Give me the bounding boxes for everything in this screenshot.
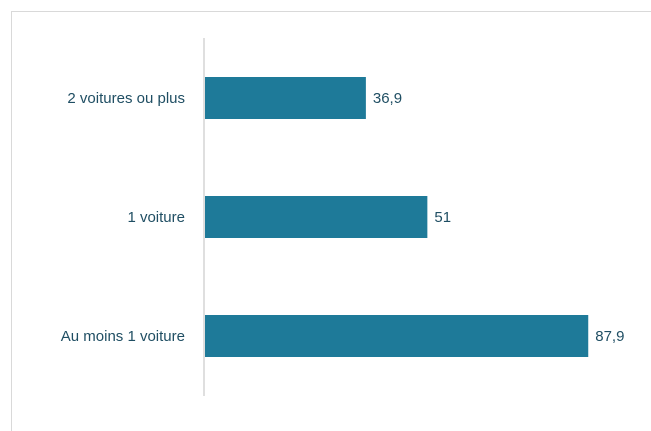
category-label-2: Au moins 1 voiture — [61, 328, 185, 345]
bar-2 — [205, 315, 589, 357]
value-label-0: 36,9 — [373, 90, 402, 107]
value-label-1: 51 — [434, 209, 451, 226]
bar-1 — [205, 196, 428, 238]
chart-marks: 2 voitures ou plus 36,9 1 voiture 51 Au moin… — [61, 77, 624, 357]
bar-chart: 2 voitures ou plus 36,9 1 voiture 51 Au moin… — [61, 38, 624, 396]
category-label-0: 2 voitures ou plus — [67, 90, 185, 107]
chart-frame — [11, 11, 651, 431]
bar-0 — [205, 77, 366, 119]
value-label-2: 87,9 — [595, 328, 624, 345]
category-label-1: 1 voiture — [127, 209, 185, 226]
